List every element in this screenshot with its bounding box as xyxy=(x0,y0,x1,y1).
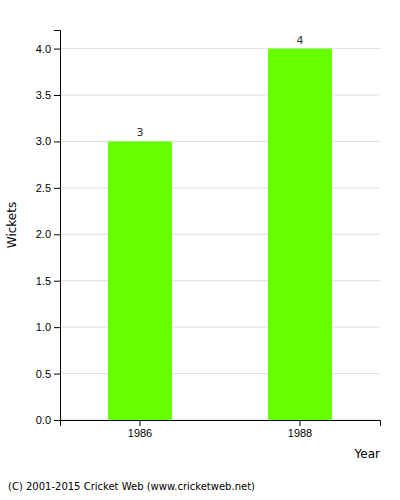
data-labels: 34 xyxy=(137,34,304,140)
x-axis-title: Year xyxy=(354,447,380,461)
bar xyxy=(268,49,332,420)
y-tick-mark xyxy=(54,327,60,328)
y-tick: 0.5 xyxy=(36,368,60,380)
y-tick: 4.0 xyxy=(36,43,60,55)
y-axis-title: Wickets xyxy=(5,202,19,248)
y-tick: 2.0 xyxy=(36,228,60,240)
y-tick-mark xyxy=(54,374,60,375)
y-tick-mark xyxy=(54,281,60,282)
x-axis: 1986 1988 xyxy=(61,420,381,439)
y-axis-line xyxy=(54,31,61,421)
y-tick: 1.5 xyxy=(36,275,60,287)
y-tick-label: 0.5 xyxy=(36,368,51,380)
chart-svg: 34198619880.00.51.01.52.02.53.03.54.0Wic… xyxy=(0,0,400,500)
y-tick: 0.0 xyxy=(36,414,60,426)
data-label: 4 xyxy=(297,34,304,47)
footer: (C) 2001-2015 Cricket Web (www.cricketwe… xyxy=(8,481,255,492)
chart-container: 34198619880.00.51.01.52.02.53.03.54.0Wic… xyxy=(0,0,400,500)
bars xyxy=(108,49,332,420)
x-tick: 1988 xyxy=(288,420,312,439)
y-tick-label: 2.0 xyxy=(36,228,51,240)
grid xyxy=(60,49,380,420)
y-tick-mark xyxy=(54,141,60,142)
y-tick-label: 1.0 xyxy=(36,321,51,333)
y-tick: 3.0 xyxy=(36,135,60,147)
plot-area: 34198619880.00.51.01.52.02.53.03.54.0Wic… xyxy=(5,31,381,462)
y-tick-mark xyxy=(54,95,60,96)
y-tick-mark xyxy=(54,234,60,235)
y-tick-label: 4.0 xyxy=(36,43,51,55)
y-tick-label: 0.0 xyxy=(36,414,51,426)
y-tick-label: 1.5 xyxy=(36,275,51,287)
data-label: 3 xyxy=(137,126,144,139)
y-tick-label: 2.5 xyxy=(36,182,51,194)
y-tick-label: 3.0 xyxy=(36,135,51,147)
y-tick-mark xyxy=(54,420,60,421)
y-tick-mark xyxy=(54,188,60,189)
y-tick: 2.5 xyxy=(36,182,60,194)
y-tick-label: 3.5 xyxy=(36,89,51,101)
x-tick-mark xyxy=(300,420,301,426)
y-tick: 3.5 xyxy=(36,89,60,101)
y-tick-mark xyxy=(54,49,60,50)
x-axis-line xyxy=(61,421,381,427)
x-tick-mark xyxy=(140,420,141,426)
bar xyxy=(108,141,172,420)
x-tick: 1986 xyxy=(128,420,152,439)
y-tick: 1.0 xyxy=(36,321,60,333)
y-axis: 0.0 0.5 1.0 1.5 2.0 2.5 3.0 3.5 4.0 xyxy=(36,31,61,427)
x-tick-label: 1986 xyxy=(128,427,152,439)
x-tick-label: 1988 xyxy=(288,427,312,439)
